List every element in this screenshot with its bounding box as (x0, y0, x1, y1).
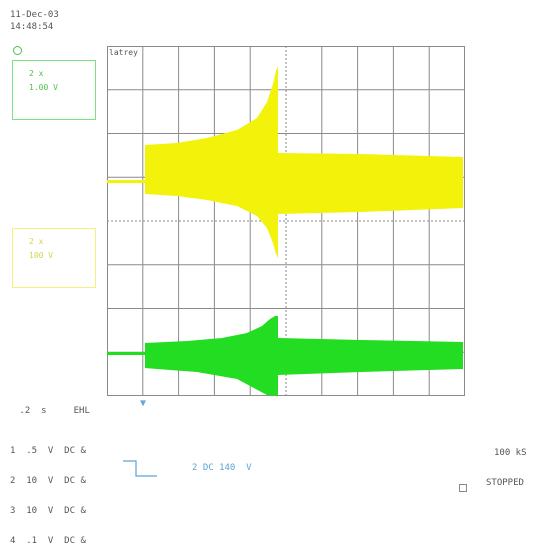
timestamp-date: 11-Dec-03 (10, 10, 59, 20)
trigger-info[interactable]: 2 DC 140 V (192, 463, 252, 473)
channel-row-2[interactable]: 2 10 V DC & (10, 476, 86, 486)
trace-green (107, 316, 463, 396)
acquisition-status[interactable]: STOPPED (486, 478, 524, 488)
timestamp-time: 14:48:54 (10, 22, 54, 32)
sample-rate: 100 kS (494, 448, 527, 458)
scope-screen[interactable]: latrey (107, 46, 465, 396)
channel-row-3[interactable]: 3 10 V DC & (10, 506, 86, 516)
channel-row-1[interactable]: 1 .5 V DC & (10, 446, 86, 456)
falling-edge-icon (123, 460, 157, 477)
waveform-display (107, 46, 465, 396)
screen-tag-label: latrey (109, 48, 138, 57)
channel-yellow-scale: 100 V (29, 251, 54, 260)
channel-settings-box-green[interactable]: 2 x 1.00 V (12, 60, 96, 120)
trigger-marker-icon[interactable] (13, 46, 22, 55)
timebase-readout[interactable]: .2 s EHL (14, 406, 90, 416)
trigger-position-arrow-icon[interactable]: ▼ (140, 398, 147, 409)
channel-row-4[interactable]: 4 .1 V DC & (10, 536, 86, 546)
channel-settings-box-yellow[interactable]: 2 x 100 V (12, 228, 96, 288)
channel-green-scale: 1.00 V (29, 83, 58, 92)
channel-green-probe: 2 x (29, 69, 44, 78)
stop-square-icon[interactable] (459, 484, 467, 492)
trace-yellow (107, 66, 463, 258)
channel-list: 1 .5 V DC & 2 10 V DC & 3 10 V DC & 4 .1… (10, 426, 86, 556)
channel-yellow-probe: 2 x (29, 237, 44, 246)
